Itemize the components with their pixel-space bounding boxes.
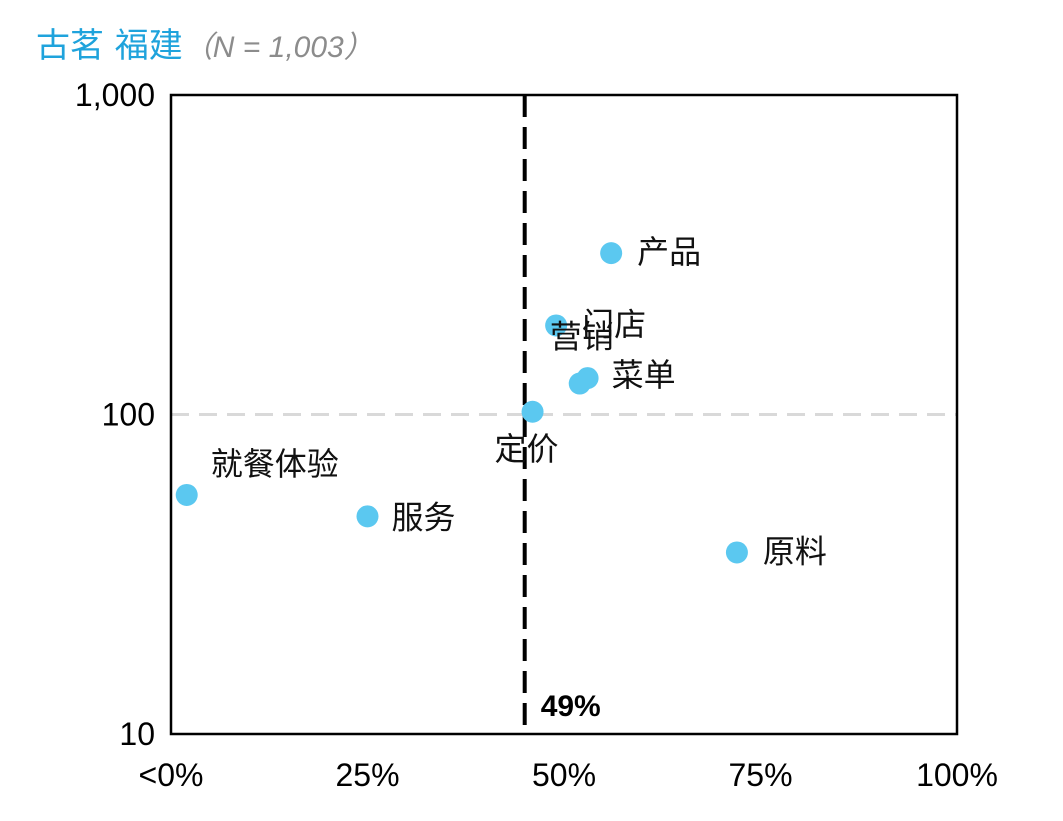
data-point [725,541,748,564]
chart-title: 古茗 福建（N = 1,003） [36,18,374,67]
data-point-label: 产品 [637,233,701,271]
data-point [568,372,591,395]
data-point [175,483,198,506]
x-tick-label: 100% [916,757,998,793]
y-tick-label: 1,000 [75,77,155,113]
data-point-label: 菜单 [612,356,676,394]
data-point-label: 门店 [582,305,646,343]
data-point-label: 就餐体验 [211,445,339,483]
threshold-label: 49% [541,690,601,723]
x-tick-label: <0% [139,757,204,793]
y-tick-label: 100 [102,397,155,433]
x-tick-label: 25% [335,757,399,793]
data-point [600,242,623,265]
plot-frame [169,93,959,736]
subtitle-text: （N = 1,003） [182,31,374,64]
data-point [521,400,544,423]
data-point-label: 服务 [392,498,456,536]
y-tick-label: 10 [119,716,155,752]
title-text: 古茗 福建 [36,26,183,66]
data-point [356,505,379,528]
data-point [545,314,568,337]
data-point-label: 营销 [550,318,614,356]
data-point-label: 定价 [495,430,559,468]
data-point-label: 原料 [763,532,827,570]
x-tick-label: 50% [532,757,596,793]
x-tick-label: 75% [728,757,792,793]
